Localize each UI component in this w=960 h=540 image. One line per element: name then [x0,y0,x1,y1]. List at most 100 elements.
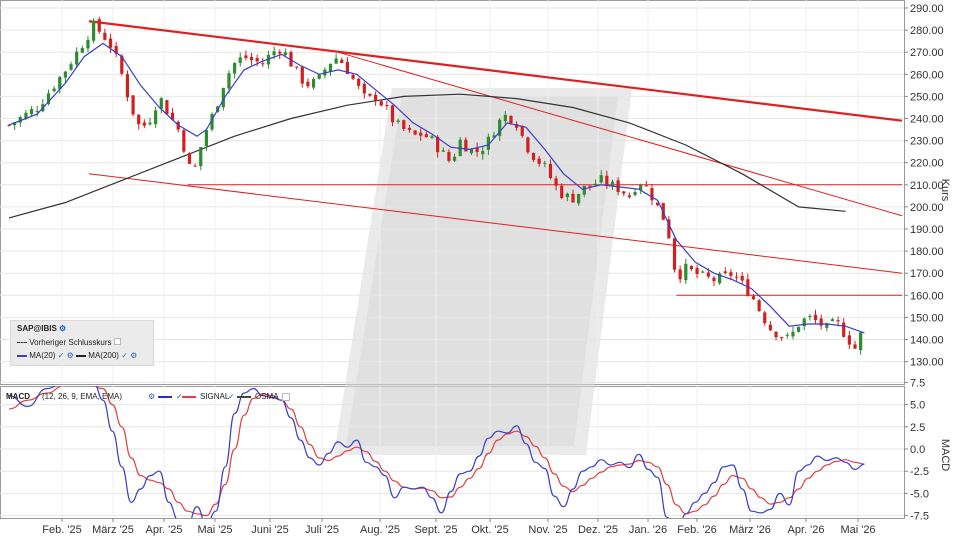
candle-body [92,20,96,41]
price-tick-label: 170.00 [910,268,944,280]
trendline [88,20,903,122]
candle-body [125,74,130,98]
candle-body [390,105,395,123]
checkbox-icon[interactable] [282,393,290,401]
candle-body [808,315,812,317]
candle-body [627,195,631,198]
candle-body [424,134,428,138]
candle-body [407,127,412,130]
candle-body [29,109,34,115]
candle-body [565,193,569,198]
candle-body [244,55,248,58]
candle-body [266,54,271,65]
candle-body [768,324,772,331]
macd-tick-label: 7.5 [910,377,925,389]
ma200-swatch [76,354,87,357]
candle-body [531,153,536,160]
legend-symbol-row[interactable]: SAP@IBIS ⚙ [17,324,66,333]
price-tick-label: 130.00 [910,357,944,369]
candle-body [396,120,400,122]
price-tick-label: 210.00 [910,180,944,192]
candle-body [537,158,541,164]
price-legend: SAP@IBIS ⚙ Vorheriger Schlusskurs MA(20)… [10,320,154,366]
candle-body [238,57,242,63]
candle-body [311,79,316,88]
checkbox-icon[interactable] [113,338,121,345]
candle-body [582,185,586,195]
check-icon[interactable]: ✓ [228,392,235,401]
price-tick-label: 180.00 [910,246,944,258]
macd-legend-osma: OSMA [255,392,279,401]
candle-body [7,124,11,126]
candle-body [131,95,135,115]
candle-body [593,183,598,186]
candle-body [746,279,750,296]
candle-body [159,98,163,109]
candle-body [515,124,519,128]
candle-body [706,272,710,277]
candle-body [154,110,158,125]
candle-body [69,64,73,70]
candle-body [486,136,490,150]
macd-grid [0,381,904,518]
candle-body [712,277,716,282]
candle-body [46,93,51,104]
settings-icon[interactable]: ⚙ [148,392,156,401]
macd-line [8,386,865,518]
candle-body [763,312,767,324]
macd-axis-title: MACD [939,439,951,471]
price-axis-title: Kurs [939,179,951,202]
x-tick-label: Apr. '26 [788,524,825,536]
candle-body [842,322,846,337]
x-tick-label: Feb. '25 [42,524,81,536]
check-icon[interactable]: ✓ [176,392,183,401]
x-tick-label: Feb. '26 [677,524,716,536]
candle-body [548,163,553,179]
legend-prev-close: Vorheriger Schlusskurs [29,338,112,347]
candle-body [255,58,259,62]
candle-body [148,122,152,125]
candle-body [520,125,524,136]
candle-body [362,83,366,94]
candle-body [75,51,79,65]
x-tick-label: Okt. '25 [471,524,509,536]
candle-body [751,296,756,300]
candle-body [345,61,349,74]
candle-body [571,193,575,203]
candle-body [204,130,208,146]
candle-body [278,51,282,54]
dashed-line-icon [17,342,27,344]
candle-body [492,135,496,138]
macd-legend-signal: SIGNAL [200,392,230,401]
candle-body [18,117,22,123]
candle-body [137,114,141,125]
candle-body [650,188,654,201]
candle-body [577,193,581,204]
candle-body [644,185,648,187]
settings-icon[interactable]: ⚙ [130,351,138,360]
price-tick-label: 190.00 [910,224,944,236]
candle-body [543,162,547,164]
candle-body [554,178,558,186]
macd-tick-label: 2.5 [910,422,925,434]
candle-body [802,318,806,327]
candle-body [193,165,197,167]
candle-body [182,130,186,152]
macd-tick-label: -7.5 [910,511,929,523]
check-icon[interactable]: ✓ [57,351,65,360]
macd-tick-label: 0.0 [910,444,925,456]
candle-body [441,150,445,152]
candle-body [678,269,682,280]
settings-icon[interactable]: ⚙ [59,324,67,333]
candle-body [142,122,146,126]
price-tick-label: 220.00 [910,158,944,170]
check-icon[interactable]: ✓ [121,351,128,360]
legend-prev-close-row: Vorheriger Schlusskurs [17,338,121,347]
settings-icon[interactable]: ⚙ [66,351,74,360]
candle-body [656,202,660,206]
candle-body [249,57,254,61]
candle-body [734,276,739,278]
x-tick-label: Juli '25 [305,524,339,536]
price-y-ticks: 290.00 280.00 270.00 260.00 250.00 240.00 230.… [904,3,944,369]
candle-body [86,39,90,49]
